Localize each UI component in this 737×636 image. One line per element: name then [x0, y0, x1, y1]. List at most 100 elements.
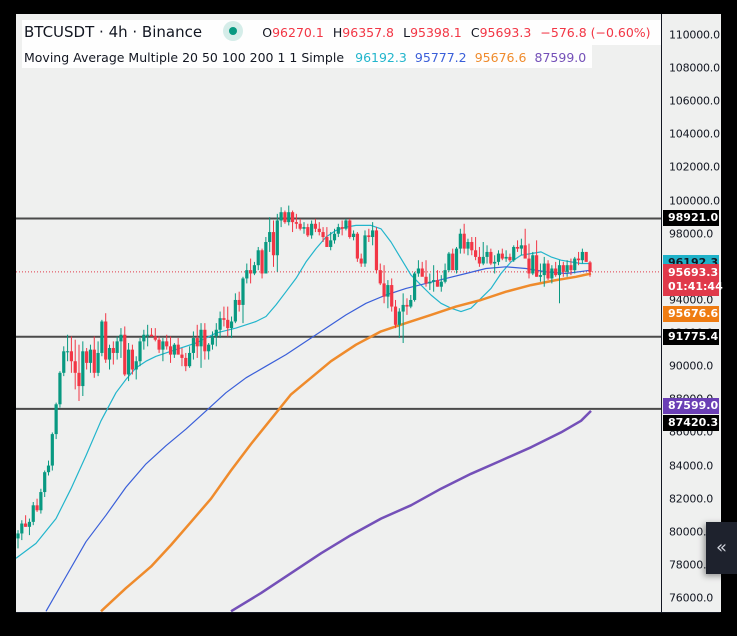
candle-body[interactable] [325, 237, 329, 247]
candlestick-chart[interactable] [16, 14, 661, 612]
candle-body[interactable] [279, 212, 283, 221]
candle-body[interactable] [432, 280, 436, 282]
candle-body[interactable] [332, 233, 337, 241]
candle-body[interactable] [180, 354, 184, 358]
candle-body[interactable] [100, 321, 104, 353]
price-tag-hline-91775[interactable]: 91775.4 [663, 328, 719, 345]
candle-body[interactable] [188, 352, 192, 367]
candle-body[interactable] [88, 349, 93, 363]
indicator-legend-row[interactable]: Moving Average Multiple 20 50 100 200 1 … [22, 44, 593, 68]
candle-body[interactable] [477, 256, 482, 264]
chart-plot-area[interactable]: BTCUSDT · 4h · Binance O96270.1 H96357.8… [16, 14, 661, 612]
candle-body[interactable] [157, 339, 161, 350]
candle-body[interactable] [302, 227, 306, 229]
candle-body[interactable] [271, 232, 276, 256]
candle-body[interactable] [565, 265, 569, 272]
candle-body[interactable] [466, 242, 470, 249]
candle-body[interactable] [439, 281, 443, 287]
candle-body[interactable] [104, 321, 108, 360]
candle-body[interactable] [58, 372, 62, 405]
candle-body[interactable] [241, 278, 245, 305]
candle-body[interactable] [249, 270, 253, 274]
candle-body[interactable] [359, 258, 363, 264]
candle-body[interactable] [264, 242, 268, 274]
candle-body[interactable] [191, 338, 196, 353]
candle-body[interactable] [24, 523, 28, 527]
candle-body[interactable] [31, 505, 35, 522]
candle-body[interactable] [283, 212, 287, 223]
candle-body[interactable] [474, 250, 478, 257]
candle-body[interactable] [550, 268, 554, 279]
candle-body[interactable] [43, 472, 47, 493]
candle-body[interactable] [256, 250, 260, 266]
candle-body[interactable] [73, 361, 77, 373]
candle-body[interactable] [496, 253, 501, 262]
candle-body[interactable] [397, 311, 401, 325]
candle-body[interactable] [149, 334, 154, 337]
candle-body[interactable] [355, 233, 359, 259]
candle-body[interactable] [96, 352, 100, 373]
candle-body[interactable] [54, 404, 58, 435]
ma-line-ma100[interactable] [100, 272, 592, 612]
candle-body[interactable] [207, 344, 211, 352]
candle-body[interactable] [409, 299, 413, 307]
candle-body[interactable] [519, 245, 523, 249]
candle-body[interactable] [371, 230, 375, 238]
candle-body[interactable] [115, 341, 119, 353]
candle-body[interactable] [386, 285, 390, 297]
candle-body[interactable] [538, 275, 543, 277]
candle-body[interactable] [146, 334, 150, 336]
candle-body[interactable] [50, 434, 54, 466]
candle-body[interactable] [138, 341, 142, 362]
candle-body[interactable] [340, 227, 344, 229]
ma-line-ma20[interactable] [16, 224, 591, 559]
candle-body[interactable] [390, 285, 394, 307]
candle-body[interactable] [435, 280, 440, 287]
candle-body[interactable] [233, 299, 237, 322]
candle-body[interactable] [382, 283, 386, 297]
candle-body[interactable] [77, 372, 81, 387]
candle-body[interactable] [580, 251, 584, 261]
price-tag-ma100[interactable]: 95676.6 [663, 305, 719, 322]
candle-body[interactable] [523, 245, 527, 259]
candle-body[interactable] [451, 253, 455, 271]
candle-body[interactable] [535, 255, 539, 277]
market-status-icon[interactable] [223, 20, 244, 41]
candle-body[interactable] [546, 263, 550, 279]
candle-body[interactable] [35, 505, 39, 511]
candle-body[interactable] [321, 232, 325, 238]
indicator-title[interactable]: Moving Average Multiple 20 50 100 200 1 … [24, 49, 345, 65]
candle-body[interactable] [126, 349, 131, 375]
candle-body[interactable] [184, 357, 188, 367]
candle-body[interactable] [489, 251, 493, 264]
candle-body[interactable] [268, 232, 272, 242]
candle-body[interactable] [287, 212, 291, 223]
candle-body[interactable] [142, 334, 146, 342]
candle-body[interactable] [401, 304, 405, 312]
price-tag-hline-98921[interactable]: 98921.0 [663, 210, 719, 227]
candle-body[interactable] [119, 334, 123, 342]
candle-body[interactable] [336, 227, 340, 234]
candle-body[interactable] [329, 240, 333, 247]
candle-body[interactable] [573, 258, 577, 271]
candle-body[interactable] [27, 521, 32, 527]
candle-body[interactable] [81, 351, 85, 387]
candle-body[interactable] [16, 533, 20, 539]
candle-body[interactable] [168, 346, 173, 355]
candle-body[interactable] [153, 336, 157, 340]
candle-body[interactable] [351, 233, 356, 238]
price-tag-last-price[interactable]: 95693.3 01:41:44 [663, 263, 723, 296]
ma-line-ma200[interactable] [230, 410, 592, 612]
candle-body[interactable] [443, 270, 447, 282]
candle-body[interactable] [584, 251, 588, 262]
candle-body[interactable] [20, 523, 24, 534]
candle-body[interactable] [214, 329, 218, 337]
collapse-panel-button[interactable]: « [706, 522, 737, 574]
candle-body[interactable] [447, 253, 451, 271]
candle-body[interactable] [412, 273, 417, 300]
candle-body[interactable] [203, 329, 207, 352]
candle-body[interactable] [85, 351, 89, 363]
candle-body[interactable] [298, 223, 302, 229]
candle-body[interactable] [508, 256, 512, 261]
candle-body[interactable] [237, 299, 241, 305]
